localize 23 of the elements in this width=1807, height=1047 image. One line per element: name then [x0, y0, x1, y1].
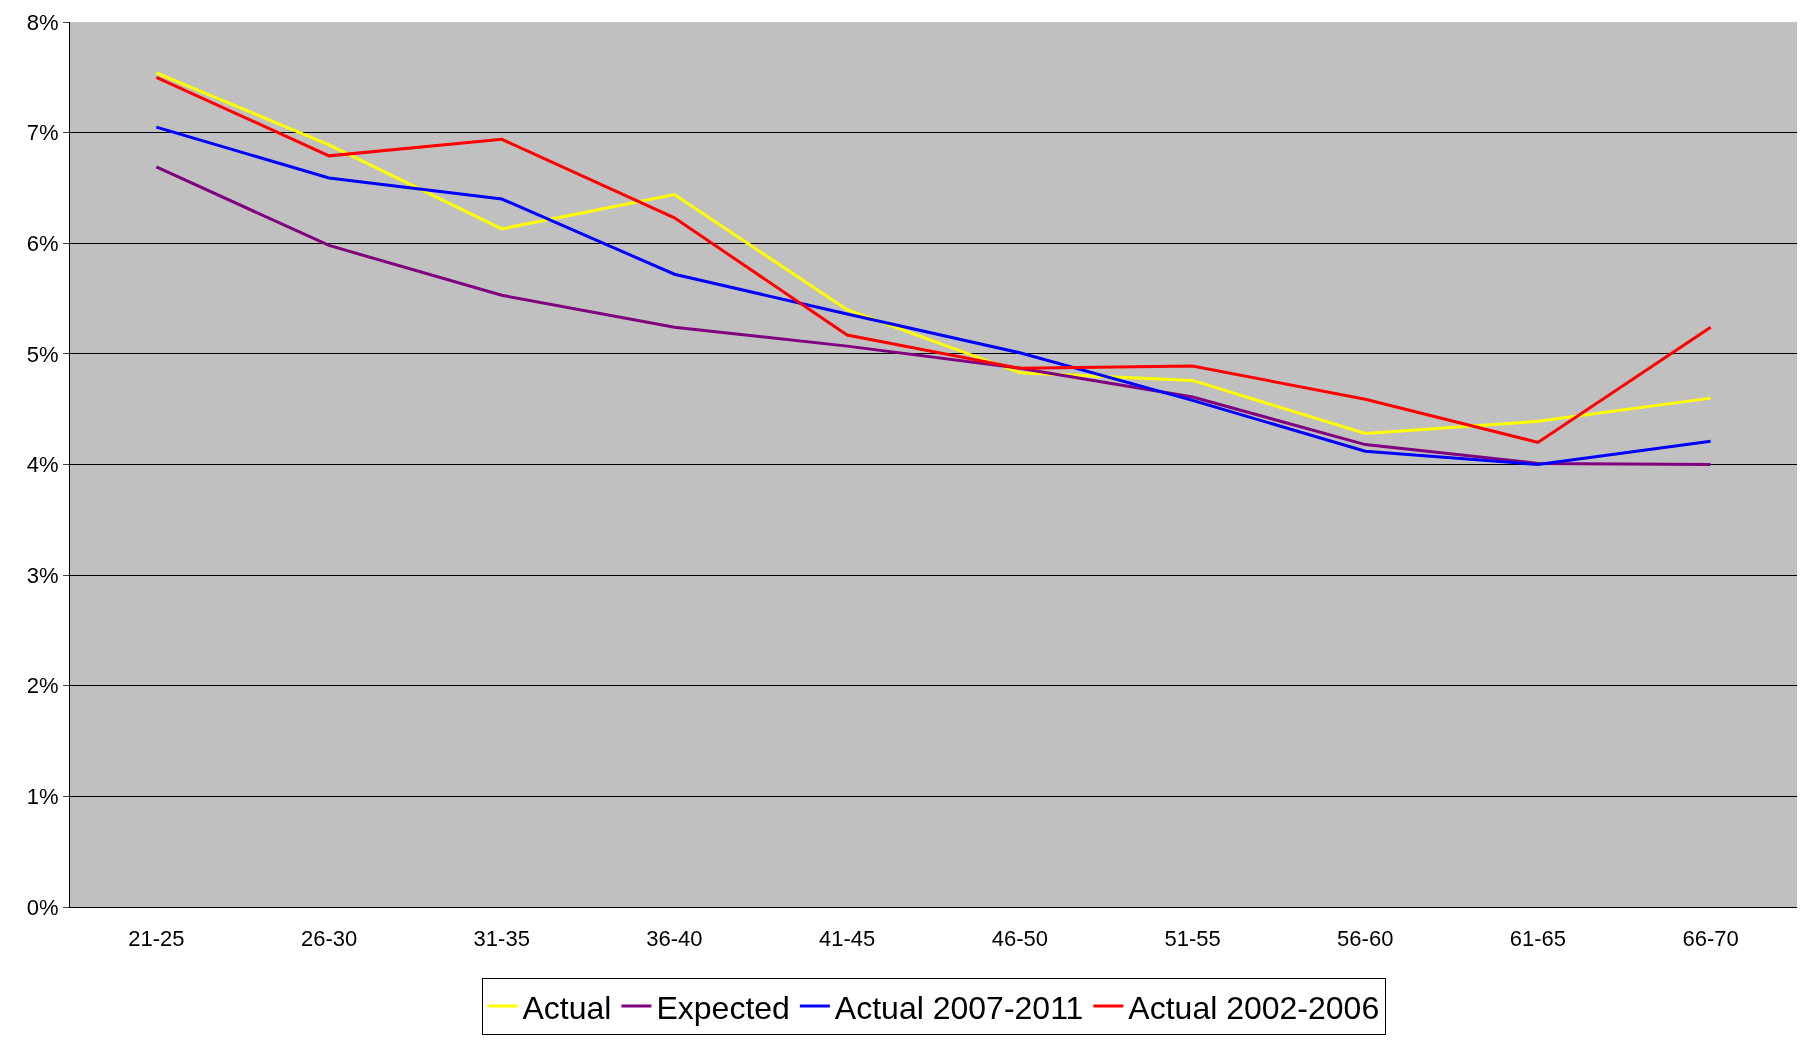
- y-tick-label: 0%: [26, 894, 59, 920]
- legend-label: Actual 2007-2011: [834, 989, 1084, 1026]
- x-tick-label: 21-25: [128, 926, 185, 952]
- y-tick-label: 8%: [26, 9, 59, 35]
- x-tick-label: 51-55: [1164, 926, 1221, 952]
- legend-label: Actual 2002-2006: [1128, 989, 1380, 1026]
- y-tick-label: 1%: [26, 784, 59, 810]
- x-tick-label: 61-65: [1509, 926, 1567, 952]
- x-tick-label: 26-30: [300, 926, 358, 952]
- y-tick-label: 4%: [26, 452, 59, 478]
- x-tick-label: 66-70: [1682, 926, 1739, 952]
- x-tick-label: 56-60: [1337, 926, 1394, 952]
- x-tick-label: 46-50: [991, 926, 1048, 952]
- y-tick-label: 5%: [26, 341, 59, 367]
- x-tick-label: 36-40: [646, 926, 703, 952]
- legend-label: Actual: [522, 989, 612, 1026]
- y-tick-label: 2%: [26, 673, 59, 699]
- y-tick-label: 6%: [26, 230, 59, 256]
- y-tick-label: 7%: [26, 120, 59, 146]
- x-tick-label: 41-45: [819, 926, 876, 952]
- y-tick-label: 3%: [26, 562, 59, 588]
- x-tick-label: 31-35: [473, 926, 530, 952]
- legend-label: Expected: [656, 989, 790, 1026]
